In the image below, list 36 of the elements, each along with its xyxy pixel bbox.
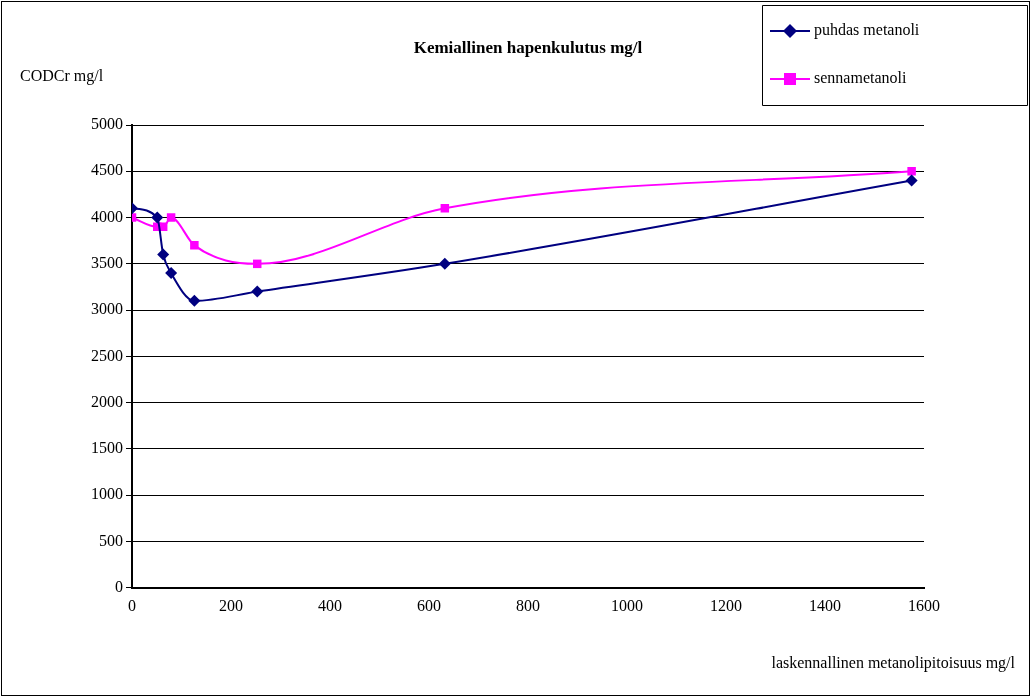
x-tick-label: 800 xyxy=(516,596,540,614)
point xyxy=(438,257,451,270)
point xyxy=(157,248,170,261)
point xyxy=(165,267,178,280)
point xyxy=(905,174,918,187)
y-axis-title: CODCr mg/l xyxy=(20,67,104,86)
x-tick-label: 1600 xyxy=(908,596,940,614)
y-tick-label: 4000 xyxy=(91,207,123,225)
y-tick-label: 3000 xyxy=(91,300,123,318)
legend-label: puhdas metanoli xyxy=(814,21,920,40)
x-tick-label: 1200 xyxy=(710,596,742,614)
chart-title: Kemiallinen hapenkulutus mg/l xyxy=(413,38,643,58)
x-tick-label: 1000 xyxy=(611,596,643,614)
x-tick-label: 200 xyxy=(219,596,243,614)
x-tick-label: 0 xyxy=(128,596,136,614)
point xyxy=(166,213,176,222)
y-tick-label: 2000 xyxy=(91,392,123,410)
y-tick-label: 1000 xyxy=(91,485,123,503)
point xyxy=(907,167,916,176)
legend-label: sennametanoli xyxy=(814,69,907,87)
y-tick-label: 4500 xyxy=(91,161,123,179)
x-tick-label: 1400 xyxy=(809,596,841,614)
x-axis-title: laskennallinen metanolipitoisuus mg/l xyxy=(771,654,1016,673)
y-tick-label: 500 xyxy=(99,531,123,549)
y-tick-label: 5000 xyxy=(91,115,123,133)
point xyxy=(190,241,199,250)
x-tick-label: 600 xyxy=(417,596,441,614)
point xyxy=(151,211,164,224)
point xyxy=(251,285,264,298)
point xyxy=(188,294,201,307)
point xyxy=(440,204,450,213)
y-tick-label: 2500 xyxy=(91,346,123,364)
x-tick-label: 400 xyxy=(318,596,342,614)
y-tick-label: 3500 xyxy=(91,254,123,272)
y-tick-label: 1500 xyxy=(91,439,123,457)
y-tick-label: 0 xyxy=(115,578,123,595)
